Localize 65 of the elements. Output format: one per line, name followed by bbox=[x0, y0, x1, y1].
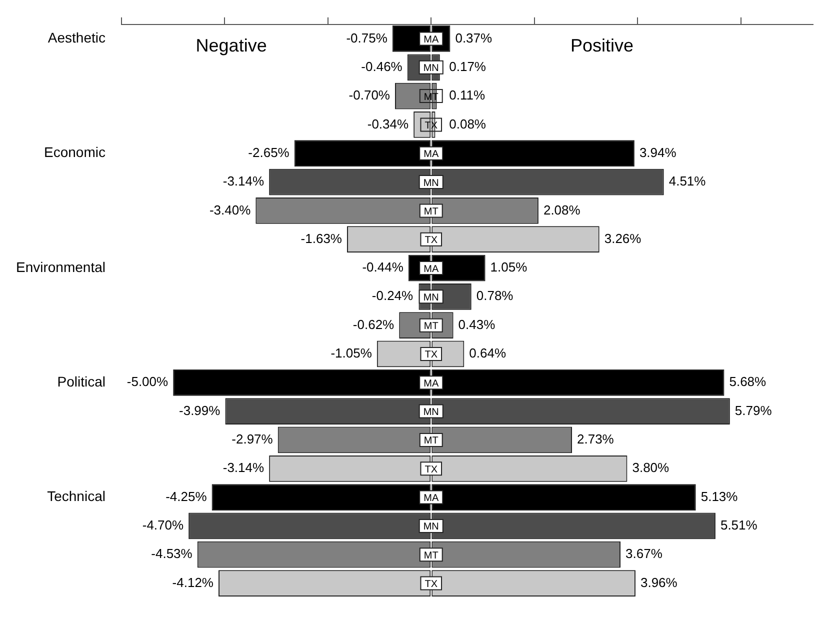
data-label: 0.11% bbox=[449, 88, 486, 103]
data-label: 0.64% bbox=[469, 346, 506, 361]
data-label: -4.53% bbox=[151, 546, 193, 562]
data-label: -0.70% bbox=[348, 88, 390, 103]
data-label: -4.25% bbox=[166, 488, 208, 504]
data-label: -4.70% bbox=[142, 518, 184, 533]
annotation: MN bbox=[423, 178, 439, 189]
annotation: Positive bbox=[570, 35, 634, 56]
data-label: -0.62% bbox=[352, 316, 395, 332]
data-label: -1.63% bbox=[300, 230, 342, 246]
data-label: -4.12% bbox=[172, 574, 214, 590]
annotation: MT bbox=[424, 206, 438, 218]
data-label: 0.08% bbox=[449, 116, 486, 132]
annotation: TX bbox=[424, 464, 438, 476]
data-label: 5.51% bbox=[720, 518, 758, 533]
y-tick-label: Technical bbox=[47, 488, 106, 504]
data-label: -0.44% bbox=[362, 260, 404, 275]
annotation: TX bbox=[424, 350, 438, 361]
data-label: 0.17% bbox=[449, 58, 486, 74]
data-label: 2.73% bbox=[577, 432, 614, 447]
data-label: -3.14% bbox=[222, 460, 265, 476]
data-label: -0.34% bbox=[367, 116, 410, 132]
y-tick-label: Aesthetic bbox=[48, 30, 106, 46]
data-label: 1.05% bbox=[490, 260, 528, 275]
data-label: -3.40% bbox=[209, 202, 252, 218]
data-label: 2.08% bbox=[543, 202, 581, 218]
annotation: TX bbox=[424, 579, 438, 590]
annotation: MA bbox=[424, 34, 439, 46]
annotation: MT bbox=[424, 321, 438, 332]
data-label: -0.46% bbox=[361, 58, 403, 74]
data-label: 3.96% bbox=[640, 574, 678, 590]
annotation: MA bbox=[424, 264, 439, 275]
y-tick-label: Environmental bbox=[16, 258, 106, 275]
annotation: MN bbox=[423, 63, 439, 74]
data-label: 0.43% bbox=[458, 316, 496, 332]
data-label: 3.26% bbox=[604, 230, 642, 246]
data-label: -3.99% bbox=[179, 402, 221, 418]
annotation: MT bbox=[424, 436, 438, 447]
data-label: -0.24% bbox=[372, 288, 414, 304]
data-label: -2.65% bbox=[248, 144, 290, 160]
data-label: 0.37% bbox=[455, 30, 493, 46]
data-label: -3.14% bbox=[222, 174, 265, 189]
annotation: MA bbox=[424, 493, 439, 504]
y-tick-label: Economic bbox=[44, 144, 106, 160]
data-label: 4.51% bbox=[668, 174, 706, 189]
data-label: 5.13% bbox=[700, 488, 738, 504]
data-label: 5.68% bbox=[729, 374, 767, 390]
data-label: 0.78% bbox=[476, 288, 514, 304]
annotation: MT bbox=[424, 550, 438, 562]
data-label: 5.79% bbox=[734, 402, 772, 418]
data-label: -1.05% bbox=[330, 346, 372, 361]
data-label: 3.94% bbox=[639, 144, 677, 160]
annotation: MA bbox=[424, 378, 439, 390]
data-label: -2.97% bbox=[232, 432, 274, 447]
data-label: -0.75% bbox=[346, 30, 388, 46]
y-tick-label: Political bbox=[57, 374, 106, 390]
annotation: MN bbox=[423, 292, 439, 304]
annotation: MA bbox=[424, 149, 439, 160]
data-label: 3.67% bbox=[626, 546, 663, 562]
annotation: Negative bbox=[196, 35, 267, 56]
data-label: -5.00% bbox=[126, 374, 169, 390]
annotation: MN bbox=[423, 522, 439, 533]
annotation: TX bbox=[424, 235, 438, 246]
annotation: MN bbox=[423, 407, 439, 418]
data-label: 3.80% bbox=[632, 460, 670, 476]
